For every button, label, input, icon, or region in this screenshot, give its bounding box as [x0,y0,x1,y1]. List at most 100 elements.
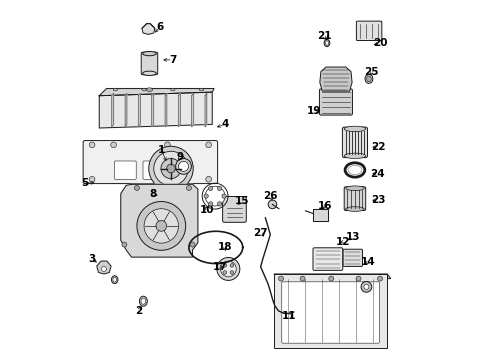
Polygon shape [312,209,327,221]
Text: 24: 24 [370,168,385,179]
Circle shape [220,261,236,277]
Text: 22: 22 [370,142,385,152]
Circle shape [144,209,178,243]
Polygon shape [99,92,212,128]
Circle shape [217,202,221,206]
Ellipse shape [347,165,361,175]
FancyBboxPatch shape [114,161,136,179]
FancyBboxPatch shape [281,282,379,343]
Polygon shape [99,89,214,96]
Polygon shape [125,93,127,127]
Text: 1: 1 [157,144,164,154]
Text: 23: 23 [370,195,385,205]
Polygon shape [165,93,166,127]
FancyBboxPatch shape [83,140,217,184]
Ellipse shape [142,71,156,76]
Text: 11: 11 [282,311,296,321]
Circle shape [208,202,212,206]
Circle shape [134,185,139,190]
Polygon shape [178,93,180,127]
Circle shape [122,242,126,247]
FancyBboxPatch shape [141,52,158,75]
Text: 2: 2 [135,306,142,316]
Ellipse shape [324,40,329,46]
Polygon shape [97,261,111,274]
Circle shape [208,186,212,190]
Circle shape [217,257,239,280]
Text: 12: 12 [335,237,349,247]
Text: 17: 17 [212,262,227,272]
Polygon shape [204,93,206,127]
Circle shape [223,264,226,267]
Ellipse shape [139,296,147,306]
Circle shape [377,276,382,281]
Circle shape [190,242,195,247]
Polygon shape [191,93,193,127]
Circle shape [360,282,371,292]
Text: 13: 13 [345,232,360,242]
Ellipse shape [205,186,224,206]
Text: 14: 14 [360,257,375,267]
Polygon shape [138,93,140,127]
Circle shape [230,271,233,274]
Ellipse shape [364,75,372,84]
Polygon shape [112,93,113,127]
Circle shape [153,151,188,186]
Circle shape [164,142,170,148]
Text: 15: 15 [234,196,249,206]
FancyBboxPatch shape [356,21,381,41]
Circle shape [328,276,333,281]
Ellipse shape [111,276,118,284]
Circle shape [205,142,211,148]
Circle shape [230,264,233,267]
FancyBboxPatch shape [342,127,367,158]
Ellipse shape [170,88,175,91]
Ellipse shape [146,88,152,91]
Circle shape [101,266,106,271]
Text: 8: 8 [149,189,156,199]
Text: 20: 20 [372,38,386,48]
Circle shape [267,200,276,209]
Text: 5: 5 [81,178,88,188]
Ellipse shape [325,41,328,45]
Circle shape [205,176,211,182]
FancyBboxPatch shape [142,161,181,179]
FancyBboxPatch shape [222,197,246,222]
Circle shape [110,142,116,148]
Circle shape [355,276,360,281]
Ellipse shape [142,88,146,91]
FancyBboxPatch shape [312,248,342,270]
Ellipse shape [345,207,364,211]
Text: 9: 9 [176,152,183,162]
Circle shape [186,185,191,190]
Circle shape [89,176,95,182]
Ellipse shape [113,88,117,91]
Text: 4: 4 [221,120,228,129]
FancyBboxPatch shape [344,187,365,211]
Circle shape [178,161,188,171]
Text: 27: 27 [253,228,267,238]
Circle shape [137,202,185,250]
Text: 6: 6 [156,22,163,32]
Circle shape [148,146,193,191]
Circle shape [166,164,175,173]
Ellipse shape [141,298,145,304]
Circle shape [89,142,95,148]
Circle shape [217,186,221,190]
Ellipse shape [113,277,116,282]
Circle shape [222,194,226,198]
Text: 19: 19 [306,106,321,116]
Circle shape [278,276,283,281]
Circle shape [156,221,166,231]
Polygon shape [319,67,351,91]
Polygon shape [273,274,390,279]
Polygon shape [151,93,153,127]
Ellipse shape [345,186,364,190]
Text: 21: 21 [316,31,331,41]
Text: 16: 16 [317,201,332,211]
Ellipse shape [199,88,203,91]
Text: 3: 3 [88,254,96,264]
Text: 7: 7 [169,55,176,65]
Text: 25: 25 [364,67,378,77]
Circle shape [223,271,226,274]
